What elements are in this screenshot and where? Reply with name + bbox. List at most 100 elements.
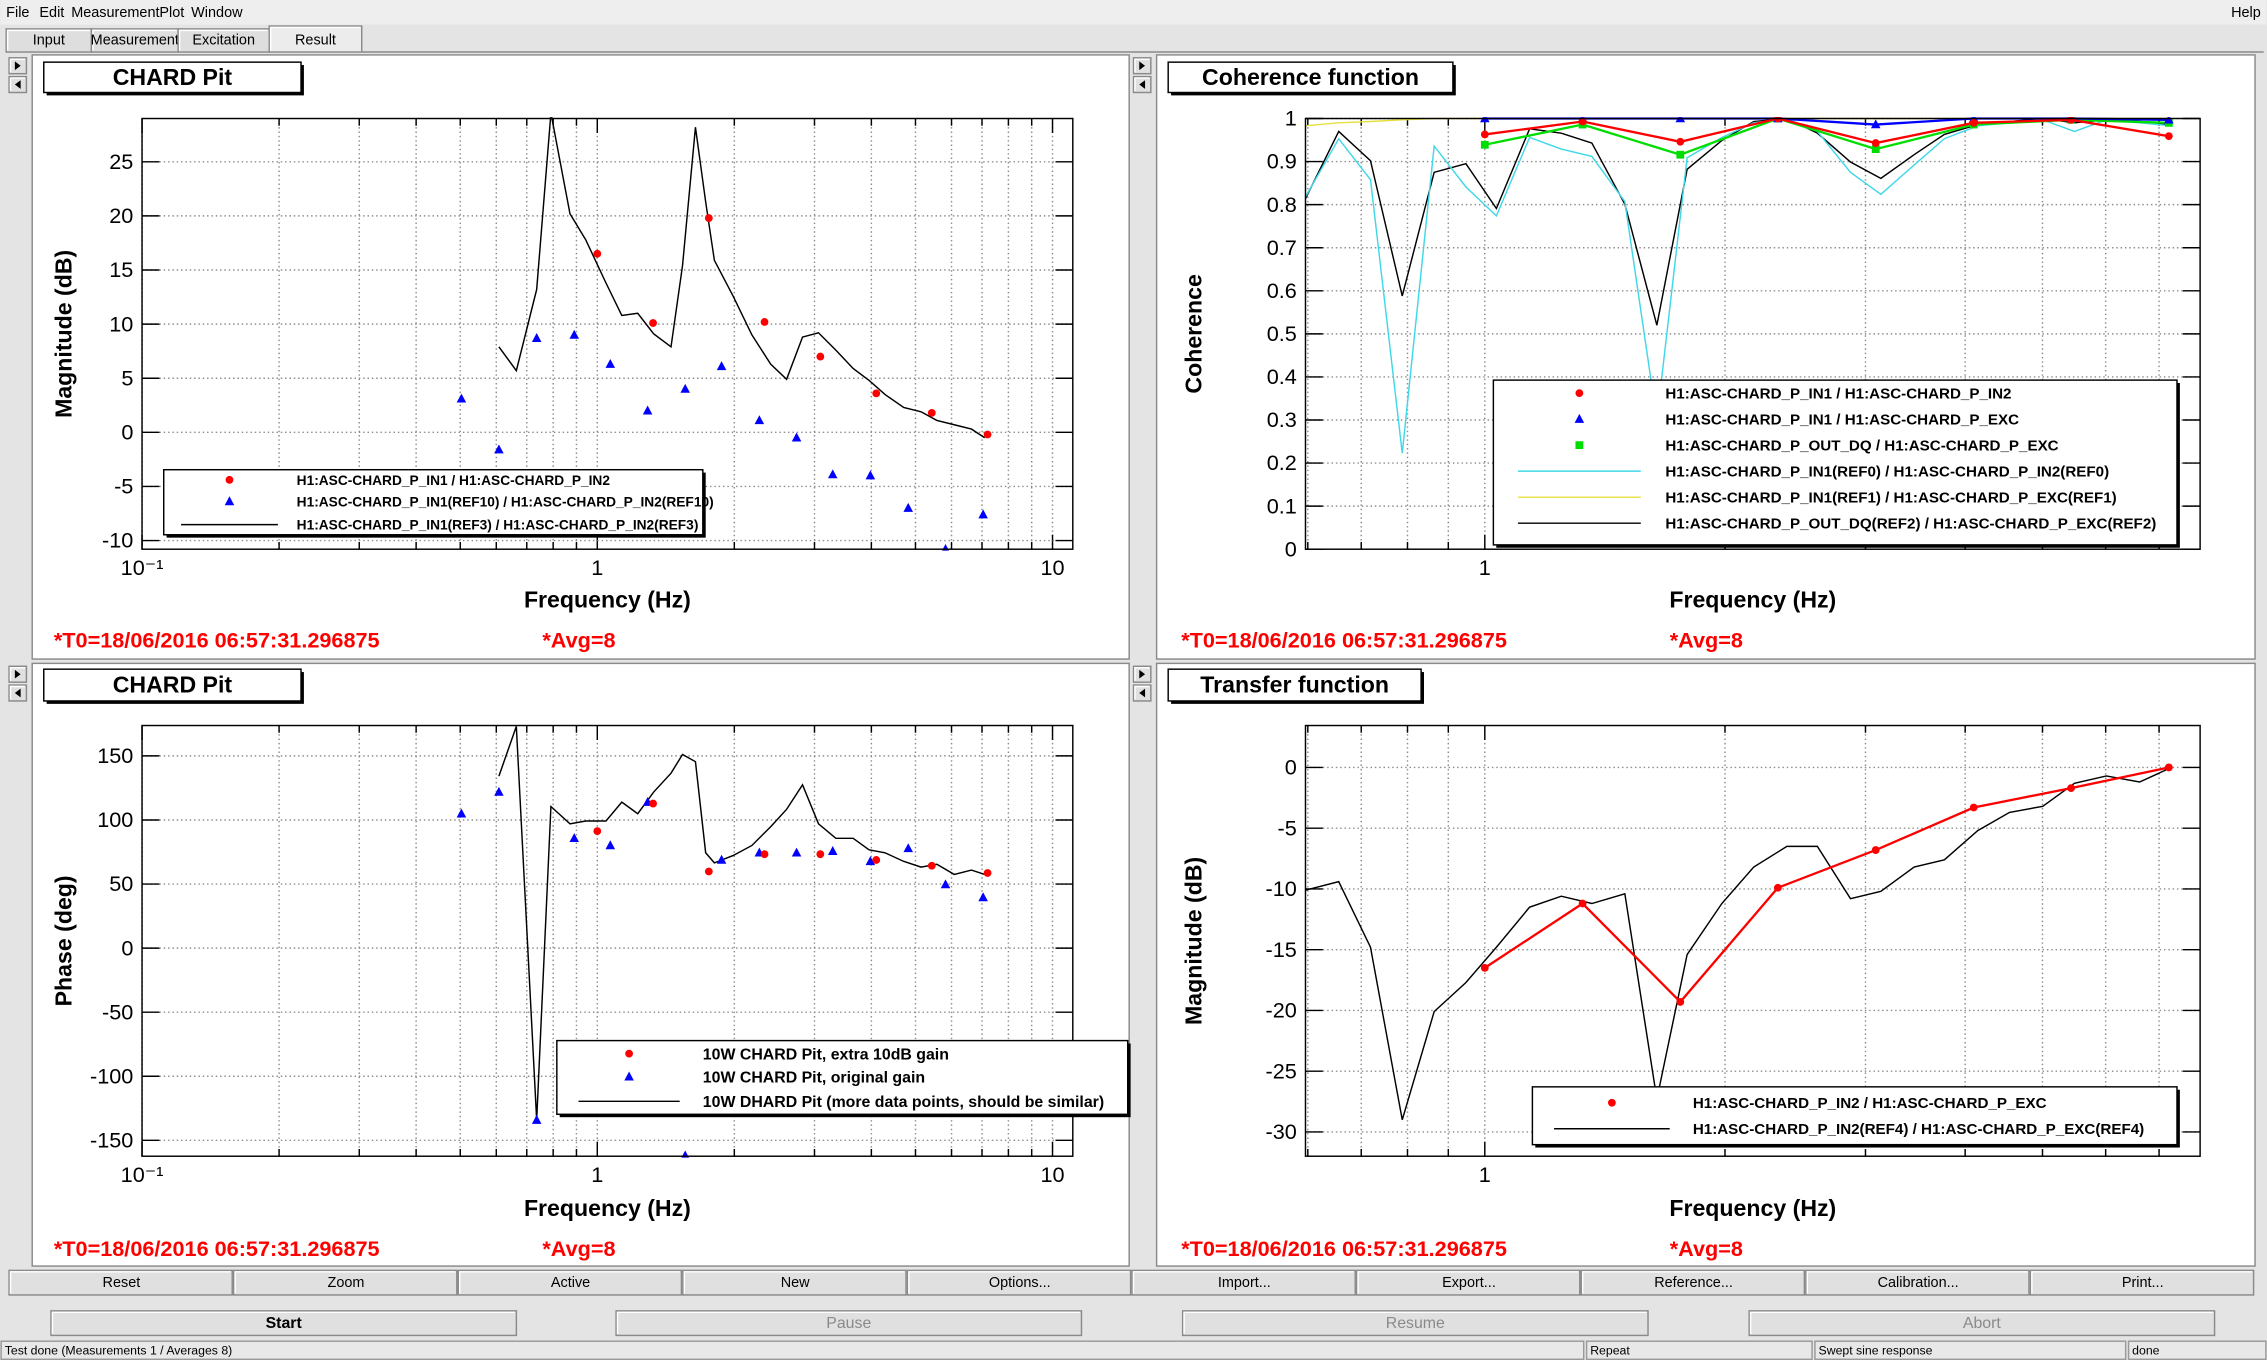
tab[interactable] [268, 25, 363, 53]
data-point [865, 470, 876, 480]
data-point [927, 408, 936, 417]
data-point [494, 444, 504, 454]
control-button[interactable] [1748, 1310, 2216, 1337]
toolbar-button-label[interactable]: Zoom [328, 1275, 365, 1291]
data-point [569, 329, 580, 339]
control-button-label[interactable]: Abort [1963, 1315, 2002, 1332]
data-point [754, 415, 765, 425]
control-button-label[interactable]: Resume [1386, 1315, 1445, 1332]
x-tick-label: 10⁻¹ [121, 555, 164, 580]
toolbar-button-label[interactable]: Export... [1442, 1275, 1496, 1291]
data-point [716, 854, 727, 864]
toolbar-button[interactable] [682, 1269, 907, 1296]
data-point [1480, 140, 1489, 149]
side-button-highlight [9, 77, 25, 92]
side-arrow [1139, 80, 1146, 89]
y-tick-label: 0 [1285, 536, 1297, 561]
control-button-label[interactable]: Start [266, 1315, 303, 1332]
data-point [1480, 130, 1489, 139]
toolbar-button-label[interactable]: Active [551, 1275, 590, 1291]
control-button-label[interactable]: Pause [826, 1315, 871, 1332]
toolbar-button-highlight [458, 1271, 680, 1294]
toolbar-button-highlight [9, 1271, 231, 1294]
y-axis-title: Coherence [1181, 274, 1207, 394]
toolbar-button[interactable] [232, 1269, 458, 1296]
menu-item[interactable]: Edit [39, 5, 64, 21]
toolbar-button[interactable] [906, 1269, 1132, 1296]
toolbar-button[interactable] [1355, 1269, 1581, 1296]
side-button-highlight [1134, 77, 1150, 92]
tab-label[interactable]: Excitation [192, 32, 255, 48]
y-tick-label: 0.6 [1267, 278, 1297, 303]
toolbar-button-label[interactable]: Reset [103, 1275, 141, 1291]
side-arrow [14, 80, 21, 89]
data-point [872, 856, 881, 864]
y-tick-label: -5 [1278, 815, 1297, 840]
x-axis-title: Frequency (Hz) [524, 586, 691, 612]
tab-label[interactable]: Result [295, 32, 336, 48]
toolbar-button-label[interactable]: Print... [2122, 1275, 2164, 1291]
menu-item[interactable]: File [6, 5, 29, 21]
menu-item[interactable]: Plot [159, 5, 184, 21]
x-axis-title: Frequency (Hz) [1669, 1195, 1836, 1221]
legend-label: H1:ASC-CHARD_P_IN1(REF3) / H1:ASC-CHARD_… [297, 518, 699, 533]
toolbar-button-label[interactable]: Reference... [1654, 1275, 1733, 1291]
x-tick-label: 1 [591, 555, 603, 580]
toolbar-button-highlight [1357, 1271, 1579, 1294]
y-tick-label: 0 [121, 419, 133, 444]
legend-label: 10W CHARD Pit, extra 10dB gain [703, 1046, 949, 1063]
control-button[interactable] [50, 1310, 518, 1337]
data-point [791, 432, 802, 442]
toolbar-button-label[interactable]: Calibration... [1878, 1275, 1959, 1291]
tab-label[interactable]: Measurement [91, 32, 179, 48]
y-tick-label: 50 [109, 871, 133, 896]
side-button-highlight [1134, 58, 1150, 73]
data-point [903, 843, 914, 853]
panel-title: Transfer function [1200, 672, 1389, 698]
toolbar-button[interactable] [8, 1269, 233, 1296]
data-point [680, 383, 690, 393]
data-point [760, 850, 769, 859]
toolbar-button-highlight [1806, 1271, 2028, 1294]
annotation: *T0=18/06/2016 06:57:31.296875 [54, 627, 380, 652]
y-tick-label: -20 [1266, 998, 1297, 1023]
x-axis-title: Frequency (Hz) [524, 1195, 691, 1221]
y-tick-label: 0.2 [1267, 450, 1297, 475]
y-tick-label: -50 [102, 999, 133, 1024]
y-tick-label: 0.1 [1267, 493, 1297, 518]
data-point [903, 502, 914, 512]
toolbar-button-label[interactable]: Options... [989, 1275, 1051, 1291]
panel-title: CHARD Pit [113, 64, 233, 90]
data-point [816, 352, 825, 361]
y-tick-label: -15 [1266, 937, 1297, 962]
data-point [1676, 998, 1685, 1006]
toolbar-button[interactable] [1805, 1269, 2030, 1296]
x-tick-label: 10 [1040, 1162, 1064, 1187]
side-arrow [1139, 669, 1146, 679]
y-tick-label: 0.5 [1267, 321, 1297, 346]
data-point [456, 393, 467, 403]
toolbar-button[interactable] [457, 1269, 683, 1296]
data-point [2067, 117, 2075, 124]
legend-label: H1:ASC-CHARD_P_IN1 / H1:ASC-CHARD_P_IN2 [297, 473, 611, 488]
menu-item[interactable]: Window [191, 5, 243, 21]
y-axis-title: Magnitude (dB) [1181, 857, 1207, 1025]
toolbar-button[interactable] [1580, 1269, 1806, 1296]
data-point [872, 389, 881, 398]
toolbar-button[interactable] [2029, 1269, 2255, 1296]
data-point [704, 867, 713, 876]
toolbar-button-label[interactable]: Import... [1218, 1275, 1271, 1291]
y-tick-label: 150 [97, 743, 133, 768]
control-button[interactable] [615, 1310, 1083, 1337]
tab-label[interactable]: Input [33, 32, 65, 48]
series-layer [456, 117, 992, 551]
toolbar-button-label[interactable]: New [781, 1275, 810, 1291]
toolbar-button[interactable] [1131, 1269, 1356, 1296]
control-button[interactable] [1181, 1310, 1649, 1337]
y-axis-title: Phase (deg) [51, 875, 77, 1006]
menu-item[interactable]: Measurement [71, 5, 159, 21]
legend-marker [1575, 389, 1584, 398]
panel-title: Coherence function [1202, 64, 1419, 90]
menu-help[interactable]: Help [2231, 5, 2261, 21]
annotation: *Avg=8 [1670, 627, 1743, 652]
